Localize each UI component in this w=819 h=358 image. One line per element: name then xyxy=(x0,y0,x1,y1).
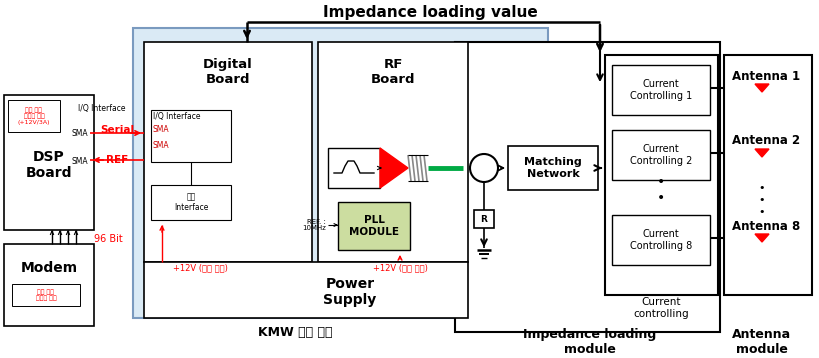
Bar xyxy=(455,42,719,332)
Bar xyxy=(723,55,811,295)
Text: Current
Controlling 8: Current Controlling 8 xyxy=(629,229,691,251)
Text: SMA: SMA xyxy=(153,126,170,135)
Text: Modem: Modem xyxy=(20,261,78,275)
Text: SMA: SMA xyxy=(71,129,88,137)
Bar xyxy=(318,42,468,262)
Text: Antenna 2: Antenna 2 xyxy=(731,135,799,147)
Text: Digital
Board: Digital Board xyxy=(203,58,252,86)
Text: 전원
Interface: 전원 Interface xyxy=(174,192,208,212)
Text: 별도 전원
이용하 사용
(+12V/3A): 별도 전원 이용하 사용 (+12V/3A) xyxy=(18,107,50,125)
Bar xyxy=(473,210,493,228)
Text: Current
Controlling 2: Current Controlling 2 xyxy=(629,144,691,166)
Text: REF: REF xyxy=(106,155,128,165)
Bar xyxy=(151,110,231,162)
Bar xyxy=(337,202,410,250)
Text: Impedance loading value: Impedance loading value xyxy=(322,5,536,19)
Text: I/Q Interface: I/Q Interface xyxy=(78,103,125,112)
Bar xyxy=(4,95,94,230)
Bar xyxy=(8,100,60,132)
Polygon shape xyxy=(379,148,408,188)
Text: Antenna 1: Antenna 1 xyxy=(731,69,799,82)
Text: •
•: • • xyxy=(656,175,664,205)
Text: KMW 진행 모듈: KMW 진행 모듈 xyxy=(257,326,332,339)
Text: Current
Controlling 1: Current Controlling 1 xyxy=(629,79,691,101)
Text: Antenna 8: Antenna 8 xyxy=(731,219,799,232)
Bar xyxy=(611,215,709,265)
Text: RF
Board: RF Board xyxy=(370,58,414,86)
Text: +12V (변경 가능): +12V (변경 가능) xyxy=(372,263,427,272)
Text: Serial: Serial xyxy=(100,125,133,135)
Bar xyxy=(611,130,709,180)
Polygon shape xyxy=(754,84,768,92)
Circle shape xyxy=(469,154,497,182)
Polygon shape xyxy=(754,149,768,157)
Text: I/Q Interface: I/Q Interface xyxy=(153,112,201,121)
Text: SMA: SMA xyxy=(153,141,170,150)
Bar xyxy=(328,148,379,188)
Text: Antenna
module: Antenna module xyxy=(731,328,790,356)
Text: Matching
Network: Matching Network xyxy=(523,157,581,179)
Text: R: R xyxy=(480,214,486,223)
Bar xyxy=(12,284,80,306)
Text: •
•
•: • • • xyxy=(758,183,764,217)
Bar xyxy=(611,65,709,115)
Text: Power
Supply: Power Supply xyxy=(323,277,376,307)
Text: +12V (변경 가능): +12V (변경 가능) xyxy=(172,263,227,272)
Text: Current
controlling: Current controlling xyxy=(632,297,688,319)
Bar xyxy=(151,185,231,220)
Text: DSP
Board: DSP Board xyxy=(25,150,72,180)
Text: SMA: SMA xyxy=(71,158,88,166)
Bar xyxy=(4,244,94,326)
Text: PLL
MODULE: PLL MODULE xyxy=(349,215,399,237)
Bar xyxy=(133,28,547,318)
Text: 96 Bit: 96 Bit xyxy=(93,234,122,244)
Bar xyxy=(144,262,468,318)
Text: REF. :
10MHz: REF. : 10MHz xyxy=(301,218,326,232)
Bar xyxy=(144,42,311,262)
Polygon shape xyxy=(754,234,768,242)
Text: 별도 전원
이용하 사용: 별도 전원 이용하 사용 xyxy=(35,289,57,301)
Bar xyxy=(508,146,597,190)
Text: Impedance loading
module: Impedance loading module xyxy=(523,328,656,356)
Bar xyxy=(604,55,717,295)
